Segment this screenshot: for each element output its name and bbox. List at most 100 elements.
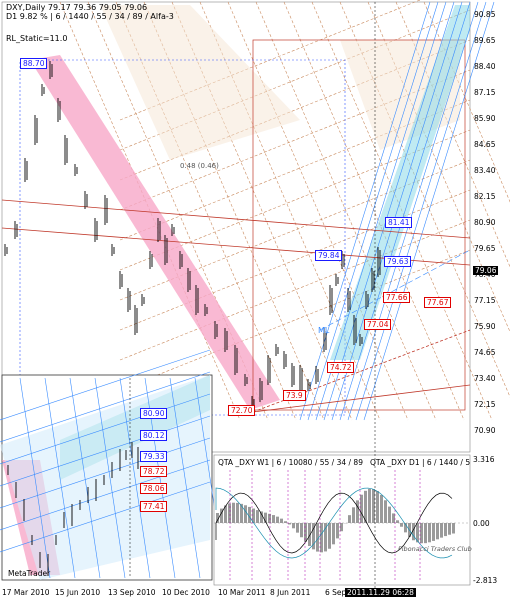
- fib-grid-line: [87, 1, 269, 421]
- oscillator-bar: [444, 523, 447, 537]
- inset-channel-line: [0, 415, 211, 487]
- oscillator-bar: [360, 494, 363, 523]
- oscillator-bar: [364, 490, 367, 523]
- oscillator-bar: [216, 513, 219, 523]
- inset-channel-line: [0, 437, 211, 509]
- price-axis-tick: 82.15: [474, 192, 496, 201]
- price-axis-tick: 74.65: [474, 348, 496, 357]
- price-bars: [4, 61, 381, 414]
- fib-grid-line: [119, 69, 471, 211]
- oscillator-bar: [272, 515, 275, 523]
- inset-blue-region: [0, 375, 210, 580]
- oscillator-bar: [256, 510, 259, 523]
- inset-tag-7933: 79.33: [140, 451, 168, 462]
- oscillator-bar: [252, 508, 255, 523]
- oscillator-bar: [372, 488, 375, 523]
- osc-tick-zero: 0.00: [473, 519, 490, 528]
- oscillator-title-right: QTA _DXY D1 | 6 / 1440 / 5: [370, 458, 471, 467]
- time-axis-label: 10 Mar 2011: [218, 588, 266, 597]
- price-tag-7704: 77.04: [364, 319, 392, 330]
- price-tag-8141: 81.41: [385, 217, 413, 228]
- pitchfork-line: [319, 249, 471, 331]
- fib-grid-line: [227, 1, 409, 421]
- price-tag-7767: 77.67: [424, 297, 452, 308]
- fib-grid-line: [119, 189, 471, 331]
- fib-ratio-label: 0.48 (0.46): [180, 162, 219, 170]
- oscillator-bar: [224, 505, 227, 523]
- high-price-tag: 88.70: [20, 58, 48, 69]
- oscillator-bar: [440, 523, 443, 538]
- inset-channel-line: [0, 459, 211, 531]
- oscillator-bar: [320, 523, 323, 553]
- price-axis-tick: 87.15: [474, 88, 496, 97]
- price-axis-tick: 75.90: [474, 322, 496, 331]
- oscillator-bar: [332, 523, 335, 545]
- blue-pitchfork-lines: [299, 1, 495, 421]
- price-axis-tick: 85.90: [474, 114, 496, 123]
- oscillator-bar: [236, 502, 239, 523]
- pitchfork-line: [347, 1, 479, 421]
- oscillator-bar: [228, 503, 231, 523]
- fib-grid-line: [283, 1, 465, 421]
- time-axis-label: 8 Jun 2011: [270, 588, 311, 597]
- oscillator-bar: [316, 523, 319, 552]
- oscillator-bar: [240, 503, 243, 523]
- oscillator-bar: [300, 523, 303, 538]
- inset-channel-line: [0, 393, 211, 465]
- oscillator-bar: [328, 523, 331, 549]
- oscillator-bar: [340, 523, 343, 532]
- oscillator-bar: [348, 515, 351, 523]
- price-axis-tick: 84.65: [474, 140, 496, 149]
- price-axis-tick: 88.40: [474, 62, 496, 71]
- inset-tag-7741: 77.41: [140, 501, 168, 512]
- oscillator-bar: [296, 523, 299, 533]
- oscillator-bar: [292, 523, 295, 529]
- oscillator-bar: [416, 523, 419, 543]
- oscillator-bar: [280, 518, 283, 523]
- pitchfork-line: [307, 1, 439, 421]
- oscillator-bar: [244, 505, 247, 523]
- oscillator-bar: [312, 523, 315, 550]
- oscillator-bar: [304, 523, 307, 542]
- oscillator-title-left: QTA _DXY W1 | 6 / 10080 / 55 / 34 / 89: [218, 458, 363, 467]
- oscillator-bar: [336, 523, 339, 539]
- inset-channel-line: [69, 377, 101, 579]
- pitchfork-line: [299, 1, 431, 421]
- median-line-label: ML: [318, 326, 330, 335]
- oscillator-histogram: [215, 487, 455, 559]
- oscillator-bar: [248, 506, 251, 523]
- price-tag-7963: 79.63: [384, 256, 412, 267]
- oscillator-bar: [260, 511, 263, 523]
- price-axis-tick: 79.65: [474, 244, 496, 253]
- fib-grid-line: [119, 99, 471, 241]
- pitchfork-line: [315, 1, 447, 421]
- inset-channel-line: [19, 377, 51, 579]
- inset-channel-line: [0, 371, 211, 443]
- oscillator-bar: [384, 500, 387, 523]
- oscillator-bar: [420, 523, 423, 544]
- price-tag-7766: 77.66: [383, 292, 411, 303]
- pitchfork-line: [355, 1, 487, 421]
- price-axis-tick: 83.40: [474, 166, 496, 175]
- pitchfork-line: [339, 1, 471, 421]
- inset-channel-line: [0, 349, 211, 421]
- oscillator-bar: [404, 523, 407, 533]
- oscillator-bar: [276, 516, 279, 523]
- time-axis-label: 6 Sep: [325, 588, 347, 597]
- oscillator-bar: [288, 523, 291, 525]
- price-tag-7472: 74.72: [327, 362, 355, 373]
- time-axis-label: 10 Dec 2010: [162, 588, 210, 597]
- price-tag-7984: 79.84: [315, 250, 343, 261]
- teal-channel: [330, 5, 470, 360]
- mid-low-price-tag: 73.9: [283, 390, 306, 401]
- oscillator-bar: [452, 523, 455, 534]
- oscillator-bar: [432, 523, 435, 541]
- fib-grid-line: [119, 249, 471, 391]
- oscillator-bar: [232, 502, 235, 523]
- fib-grid-line: [255, 1, 437, 421]
- inset-tag-7806: 78.06: [140, 483, 168, 494]
- price-axis-tick: 90.85: [474, 10, 496, 19]
- oscillator-bar: [264, 512, 267, 523]
